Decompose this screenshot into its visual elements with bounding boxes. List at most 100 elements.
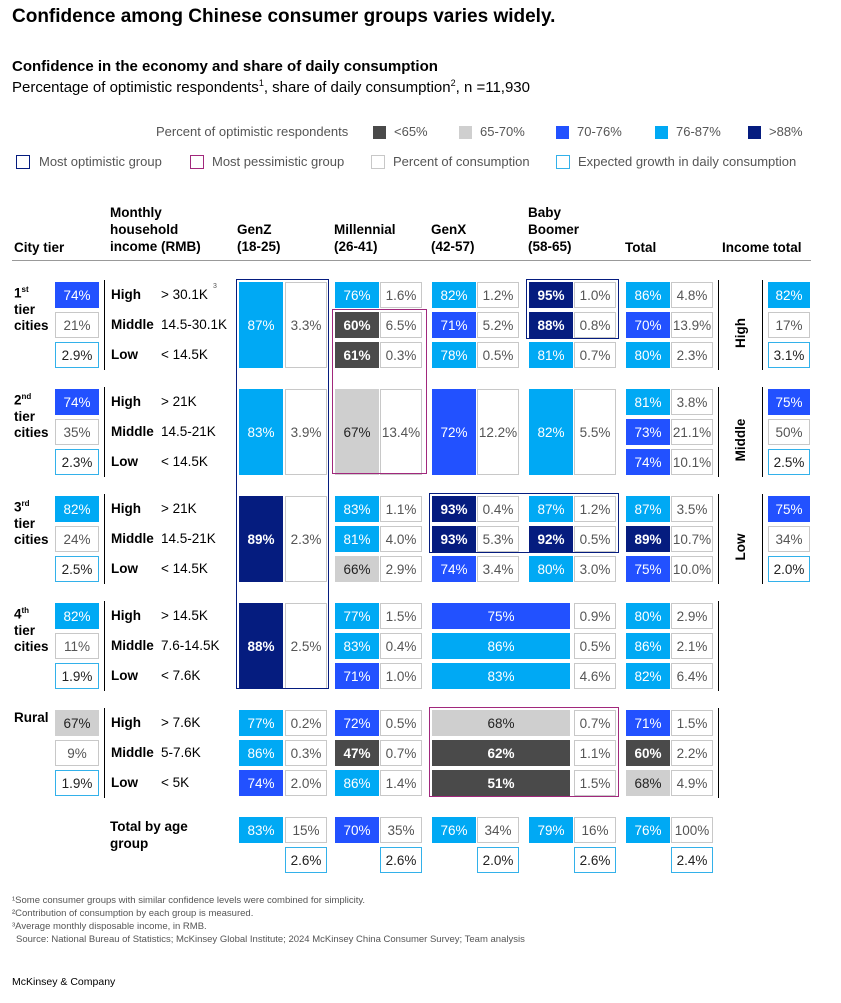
total-consumption: 1.5% xyxy=(671,710,713,736)
total-consumption: 3.8% xyxy=(671,389,713,415)
income-range: > 7.6K xyxy=(161,715,201,730)
tier-optimism: 74% xyxy=(55,282,99,308)
legend-box-most-optimistic xyxy=(16,155,30,169)
genx-boomer-optimism: 75% xyxy=(432,603,570,629)
genx-boomer-consumption: 0.7% xyxy=(574,710,616,736)
income-level: Low xyxy=(111,454,138,469)
legend-swatch-70-76 xyxy=(556,126,569,139)
footnote-ref: 3 xyxy=(213,283,217,290)
income-total-divider xyxy=(762,280,763,370)
genx-consumption: 5.2% xyxy=(477,312,519,338)
tier-growth: 1.9% xyxy=(55,770,99,796)
legend-optimistic-label: Percent of optimistic respondents xyxy=(156,124,349,139)
income-total-consumption: 34% xyxy=(768,526,810,552)
age-total-optimism: 70% xyxy=(335,817,379,843)
genx-consumption: 0.5% xyxy=(477,342,519,368)
total-consumption: 2.2% xyxy=(671,740,713,766)
total-consumption: 2.1% xyxy=(671,633,713,659)
age-total-optimism: 76% xyxy=(626,817,670,843)
tier-consumption: 11% xyxy=(55,633,99,659)
genx-consumption: 0.4% xyxy=(477,496,519,522)
genz-consumption: 3.3% xyxy=(285,282,327,368)
total-divider xyxy=(718,494,719,584)
income-total-divider xyxy=(762,387,763,477)
boomer-optimism: 81% xyxy=(529,342,573,368)
tier-optimism: 82% xyxy=(55,603,99,629)
total-optimism: 80% xyxy=(626,603,670,629)
boomer-consumption: 0.8% xyxy=(574,312,616,338)
legend-label-consumption: Percent of consumption xyxy=(393,154,530,169)
genx-boomer-consumption: 1.1% xyxy=(574,740,616,766)
legend-box-most-pessimistic xyxy=(190,155,204,169)
tier-consumption: 35% xyxy=(55,419,99,445)
income-level: High xyxy=(111,608,141,623)
millennial-optimism: 72% xyxy=(335,710,379,736)
income-total-optimism: 75% xyxy=(768,496,810,522)
income-total-growth: 2.5% xyxy=(768,449,810,475)
total-optimism: 81% xyxy=(626,389,670,415)
income-total-label: High xyxy=(733,318,748,348)
total-consumption: 4.8% xyxy=(671,282,713,308)
millennial-consumption: 1.6% xyxy=(380,282,422,308)
millennial-consumption: 0.7% xyxy=(380,740,422,766)
genz-consumption: 2.3% xyxy=(285,496,327,582)
footnote-1: ¹Some consumer groups with similar confi… xyxy=(12,895,366,906)
total-divider xyxy=(718,280,719,370)
genx-boomer-optimism: 51% xyxy=(432,770,570,796)
genx-optimism: 78% xyxy=(432,342,476,368)
tier-label: Rural xyxy=(14,710,49,725)
genx-boomer-consumption: 4.6% xyxy=(574,663,616,689)
footnote-2: ²Contribution of consumption by each gro… xyxy=(12,908,254,919)
genx-optimism: 93% xyxy=(432,526,476,552)
income-level: High xyxy=(111,715,141,730)
income-range: > 30.1K xyxy=(161,287,208,302)
genz-consumption: 2.5% xyxy=(285,603,327,689)
income-total-consumption: 50% xyxy=(768,419,810,445)
millennial-consumption: 1.5% xyxy=(380,603,422,629)
boomer-consumption: 1.2% xyxy=(574,496,616,522)
income-range: > 21K xyxy=(161,501,197,516)
brand-logo: McKinsey & Company xyxy=(12,976,116,988)
income-total-growth: 2.0% xyxy=(768,556,810,582)
millennial-optimism: 61% xyxy=(335,342,379,368)
genz-consumption: 2.0% xyxy=(285,770,327,796)
genx-optimism: 71% xyxy=(432,312,476,338)
income-level: Low xyxy=(111,668,138,683)
total-optimism: 73% xyxy=(626,419,670,445)
genx-optimism: 72% xyxy=(432,389,476,475)
tier-growth: 2.5% xyxy=(55,556,99,582)
millennial-optimism: 76% xyxy=(335,282,379,308)
total-consumption: 13.9% xyxy=(671,312,713,338)
tier-divider xyxy=(104,708,105,798)
tier-consumption: 24% xyxy=(55,526,99,552)
age-total-optimism: 79% xyxy=(529,817,573,843)
header-boomer: Baby Boomer (58-65) xyxy=(528,205,580,254)
age-total-optimism: 83% xyxy=(239,817,283,843)
header-income-total: Income total xyxy=(722,240,802,255)
millennial-optimism: 67% xyxy=(335,389,379,475)
income-total-optimism: 75% xyxy=(768,389,810,415)
genz-optimism: 88% xyxy=(239,603,283,689)
genx-consumption: 1.2% xyxy=(477,282,519,308)
legend-label-65-70: 65-70% xyxy=(480,124,525,139)
total-optimism: 86% xyxy=(626,282,670,308)
millennial-consumption: 1.1% xyxy=(380,496,422,522)
boomer-optimism: 88% xyxy=(529,312,573,338)
income-range: 7.6-14.5K xyxy=(161,638,220,653)
genx-consumption: 12.2% xyxy=(477,389,519,475)
income-level: High xyxy=(111,394,141,409)
income-range: < 5K xyxy=(161,775,190,790)
total-consumption: 4.9% xyxy=(671,770,713,796)
total-optimism: 71% xyxy=(626,710,670,736)
income-level: Low xyxy=(111,775,138,790)
header-genz: GenZ (18-25) xyxy=(237,222,281,254)
legend-box-consumption xyxy=(371,155,385,169)
total-optimism: 74% xyxy=(626,449,670,475)
legend-label-most-optimistic: Most optimistic group xyxy=(39,154,162,169)
legend-label-above-88: >88% xyxy=(769,124,803,139)
income-level: Middle xyxy=(111,531,154,546)
income-range: > 21K xyxy=(161,394,197,409)
chart-description: Percentage of optimistic respondents1, s… xyxy=(12,78,530,96)
genz-optimism: 86% xyxy=(239,740,283,766)
genz-optimism: 74% xyxy=(239,770,283,796)
